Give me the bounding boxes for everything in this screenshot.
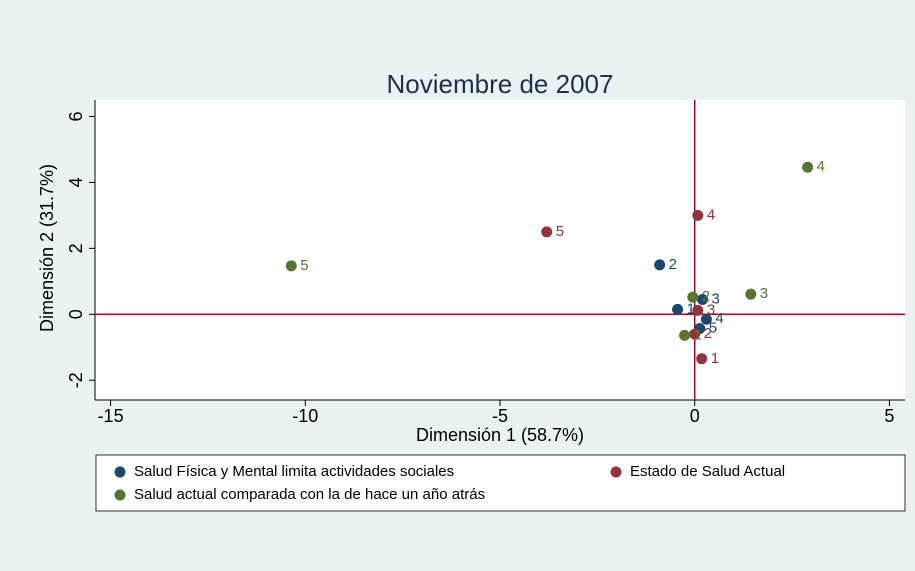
y-tick-label: 6 <box>66 111 86 121</box>
y-tick-label: 0 <box>66 309 86 319</box>
point-label: 3 <box>707 301 715 318</box>
y-tick-label: 4 <box>66 177 86 187</box>
point <box>654 259 666 271</box>
y-tick-label: -2 <box>66 372 86 388</box>
legend <box>95 454 906 512</box>
point <box>689 328 701 340</box>
point-label: 2 <box>702 288 710 305</box>
point <box>802 161 814 173</box>
point <box>692 209 704 221</box>
y-axis-title: Dimensión 2 (31.7%) <box>37 164 57 332</box>
plot-area <box>95 100 905 400</box>
point <box>285 260 297 272</box>
legend-label: Estado de Salud Actual <box>630 463 785 480</box>
chart-title: Noviembre de 2007 <box>387 69 614 99</box>
point <box>541 226 553 238</box>
point-label: 2 <box>704 325 712 342</box>
x-tick-label: -10 <box>292 406 318 426</box>
y-tick-label: 2 <box>66 243 86 253</box>
legend-label: Salud Física y Mental limita actividades… <box>134 463 454 480</box>
point-label: 4 <box>715 310 723 327</box>
point-label: 2 <box>669 256 677 273</box>
point <box>679 329 691 341</box>
point <box>672 303 684 315</box>
x-tick-label: -15 <box>98 406 124 426</box>
x-tick-label: -5 <box>492 406 508 426</box>
point <box>745 288 757 300</box>
point <box>697 293 708 305</box>
point-label: 5 <box>709 319 717 336</box>
legend-marker <box>114 466 126 478</box>
point-label: 1 <box>711 350 719 367</box>
point-label: 1 <box>687 300 695 317</box>
point <box>687 291 699 303</box>
point-label: 1 <box>694 326 702 343</box>
point <box>692 304 704 316</box>
point <box>700 313 712 325</box>
point-label: 5 <box>300 257 308 274</box>
legend-marker <box>610 466 622 478</box>
legend-label: Salud actual comparada con la de hace un… <box>134 486 485 503</box>
point-label: 5 <box>556 223 564 240</box>
x-tick-label: 5 <box>884 406 894 426</box>
point-label: 4 <box>817 158 825 175</box>
point-label: 3 <box>760 285 768 302</box>
x-axis-title: Dimensión 1 (58.7%) <box>416 425 584 445</box>
point-label: 4 <box>707 206 715 223</box>
x-tick-label: 0 <box>690 406 700 426</box>
legend-marker <box>114 489 126 501</box>
point <box>696 353 708 365</box>
point-label: 3 <box>712 290 720 307</box>
